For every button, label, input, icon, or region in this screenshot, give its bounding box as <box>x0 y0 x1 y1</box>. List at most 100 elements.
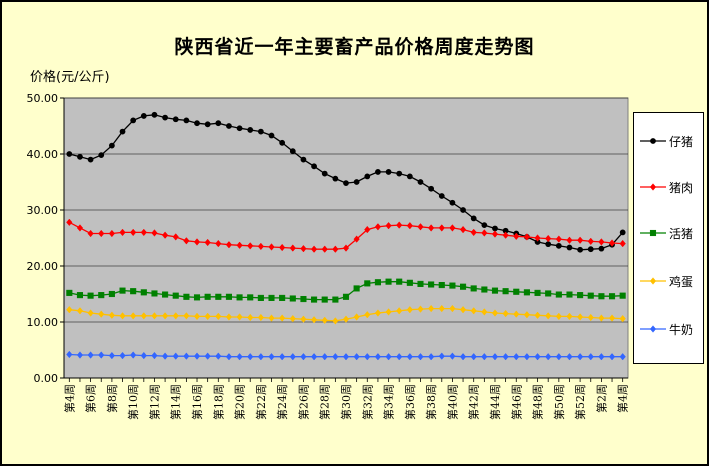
legend-label: 鸡蛋 <box>669 275 694 289</box>
data-point <box>279 139 286 146</box>
data-point <box>577 246 584 253</box>
data-point <box>140 312 147 320</box>
data-point <box>87 351 94 359</box>
data-point <box>555 291 562 298</box>
data-point <box>545 234 552 243</box>
data-point <box>598 238 605 246</box>
data-point <box>649 183 657 191</box>
data-point <box>491 353 499 361</box>
data-point <box>87 229 94 238</box>
data-point <box>406 353 413 361</box>
legend-swatch <box>640 325 666 333</box>
y-tick-label: 10.00 <box>27 316 59 329</box>
data-point <box>268 132 275 139</box>
data-point <box>396 278 403 285</box>
data-point <box>513 232 520 241</box>
data-point <box>225 293 232 300</box>
data-point <box>649 277 657 285</box>
data-point <box>364 311 371 319</box>
data-point <box>204 352 211 360</box>
data-point <box>247 313 254 322</box>
data-point <box>225 353 233 361</box>
data-point <box>194 120 200 127</box>
data-point <box>374 309 382 317</box>
data-point <box>108 142 115 149</box>
data-point <box>438 193 445 199</box>
data-point <box>332 245 339 253</box>
data-point <box>161 312 169 320</box>
legend-label: 猪肉 <box>669 181 694 195</box>
data-point <box>247 127 254 133</box>
data-point <box>140 113 147 119</box>
data-point <box>619 229 626 236</box>
data-point <box>279 353 286 361</box>
x-tick-label: 第34周 <box>382 384 396 420</box>
data-point <box>491 287 499 294</box>
data-point <box>172 116 179 123</box>
data-point <box>459 353 467 361</box>
data-point <box>513 310 520 318</box>
x-tick-label: 第10周 <box>126 384 140 420</box>
data-point <box>608 353 616 361</box>
data-point <box>257 128 264 135</box>
data-point <box>576 313 584 321</box>
data-point <box>332 317 339 325</box>
data-point <box>523 233 531 241</box>
data-point <box>502 288 509 295</box>
data-point <box>566 291 573 298</box>
data-point <box>353 313 360 321</box>
data-point <box>342 315 350 323</box>
data-point <box>374 279 381 286</box>
data-point <box>204 293 211 300</box>
x-tick-label: 第16周 <box>190 384 204 420</box>
data-point <box>481 308 488 316</box>
x-tick-label: 第26周 <box>296 384 310 420</box>
data-point <box>332 175 339 182</box>
y-tick-label: 0.00 <box>34 372 59 385</box>
data-point <box>193 352 201 360</box>
data-point <box>353 235 360 243</box>
data-point <box>555 235 562 243</box>
data-point <box>172 292 179 299</box>
data-point <box>268 353 275 361</box>
x-tick-label: 第44周 <box>488 384 502 420</box>
data-point <box>364 280 371 287</box>
data-point <box>183 237 190 245</box>
data-point <box>576 353 584 361</box>
data-point <box>649 325 657 333</box>
data-point <box>417 305 424 313</box>
data-point <box>396 221 403 229</box>
data-point <box>300 156 307 163</box>
data-point <box>534 234 541 242</box>
y-tick-label: 20.00 <box>27 260 59 273</box>
x-tick-label: 第6周 <box>84 384 98 413</box>
data-point <box>481 222 488 229</box>
data-point <box>598 353 605 361</box>
data-point <box>491 309 499 317</box>
data-point <box>332 353 339 361</box>
data-point <box>193 294 201 301</box>
data-point <box>470 353 477 361</box>
data-point <box>247 294 254 301</box>
data-point <box>87 156 94 163</box>
data-point <box>385 221 392 230</box>
data-point <box>300 315 307 323</box>
data-point <box>321 245 328 253</box>
data-point <box>108 311 116 319</box>
data-point <box>76 292 84 299</box>
data-point <box>183 312 190 320</box>
data-point <box>310 353 318 361</box>
data-point <box>119 351 126 360</box>
data-point <box>428 281 435 288</box>
x-tick-label: 第30周 <box>339 384 353 420</box>
data-point <box>406 221 413 230</box>
data-point <box>108 229 116 238</box>
data-point <box>417 280 424 287</box>
data-point <box>576 236 584 244</box>
data-point <box>119 312 126 320</box>
data-point <box>513 288 520 295</box>
data-point <box>650 138 656 144</box>
data-point <box>449 224 456 232</box>
data-point <box>608 239 616 247</box>
